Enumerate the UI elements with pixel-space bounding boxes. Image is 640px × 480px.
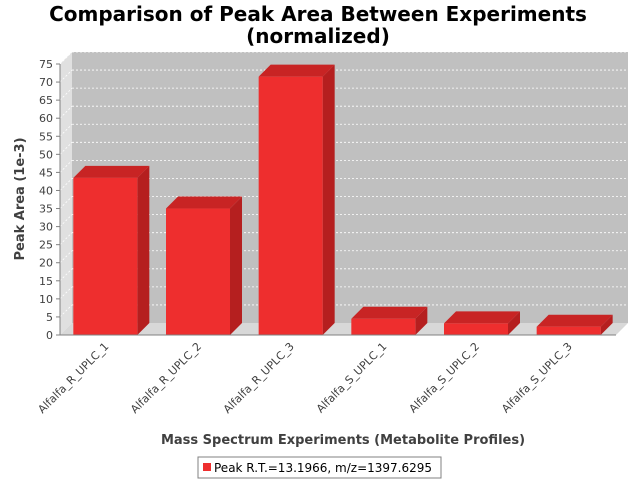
x-tick-label: Alfalfa_R_UPLC_3	[221, 340, 297, 416]
bar-top	[166, 196, 242, 209]
gridline-wall	[59, 123, 73, 137]
gridline-wall	[59, 160, 73, 173]
legend-swatch	[203, 463, 211, 471]
y-tick-label: 30	[39, 221, 53, 234]
legend-box	[197, 456, 442, 479]
bar	[73, 165, 150, 335]
gridline-wall	[59, 142, 73, 155]
plot-back-wall	[72, 52, 628, 323]
chart-title-line-2: (normalized)	[246, 24, 390, 48]
bar	[351, 306, 428, 335]
legend-entry: Peak R.T.=13.1966, m/z=1397.6295	[214, 461, 432, 475]
chart-title-line-1: Comparison of Peak Area Between Experime…	[49, 2, 587, 26]
bar	[258, 64, 335, 335]
gridline-wall	[59, 232, 73, 245]
bar-front	[536, 326, 601, 335]
bar-top	[351, 306, 428, 319]
x-axis-label: Mass Spectrum Experiments (Metabolite Pr…	[161, 433, 525, 448]
y-tick-label: 40	[39, 184, 53, 197]
bar-side	[322, 64, 335, 335]
y-tick-label: 20	[39, 257, 53, 270]
y-tick-label: 60	[39, 112, 53, 125]
y-tick-label: 25	[39, 239, 53, 252]
y-tick-label: 5	[46, 311, 53, 324]
bar-side	[508, 311, 520, 335]
gridline-wall	[59, 250, 73, 264]
x-tick-label: Alfalfa_S_UPLC_2	[407, 340, 483, 416]
gridline-wall	[59, 268, 73, 282]
bars	[73, 64, 613, 335]
bar-side	[415, 306, 428, 335]
y-tick-label: 70	[39, 76, 53, 89]
bar-top	[444, 311, 520, 324]
bar-front	[351, 318, 416, 335]
gridlines	[59, 51, 628, 318]
gridline-wall	[59, 214, 73, 227]
x-tick-label: Alfalfa_S_UPLC_1	[314, 340, 390, 416]
y-tick-label: 10	[39, 293, 53, 306]
bar-front	[258, 76, 323, 335]
gridline-wall	[59, 51, 73, 65]
y-tick-label: 35	[39, 203, 53, 216]
gridline-wall	[59, 178, 73, 191]
gridline-wall	[59, 286, 73, 300]
bar-side	[600, 314, 613, 335]
y-tick-label: 15	[39, 275, 53, 288]
x-tick-label: Alfalfa_S_UPLC_3	[499, 340, 575, 416]
y-tick-label: 0	[46, 329, 53, 342]
y-axis: 0 5 10 15 20 25 30 35 40 45 50 55 60 65 70 75	[39, 58, 61, 342]
bar-front	[73, 177, 138, 335]
y-tick-label: 45	[39, 166, 53, 179]
x-tick-label: Alfalfa_R_UPLC_1	[35, 340, 111, 416]
x-axis: Alfalfa_R_UPLC_1 Alfalfa_R_UPLC_2 Alfalfa_…	[35, 334, 616, 416]
bar	[166, 196, 242, 335]
plot-left-wall	[60, 52, 72, 335]
gridline-wall	[59, 304, 73, 318]
bar-front	[444, 323, 508, 335]
gridline-wall	[59, 105, 73, 119]
bar	[536, 314, 613, 335]
y-tick-label: 50	[39, 148, 53, 161]
y-tick-label: 55	[39, 130, 53, 143]
bar-side	[137, 165, 150, 335]
bar-top	[73, 165, 150, 178]
bar-top	[258, 64, 335, 77]
y-axis-label: Peak Area (1e-3)	[13, 137, 28, 260]
x-tick-label: Alfalfa_R_UPLC_2	[128, 340, 204, 416]
gridline-wall	[59, 87, 73, 101]
legend: Peak R.T.=13.1966, m/z=1397.6295	[197, 456, 442, 479]
y-tick-label: 65	[39, 94, 53, 107]
gridline-wall	[59, 196, 73, 209]
bar-top	[536, 314, 613, 327]
gridline-wall	[59, 69, 73, 83]
y-tick-label: 75	[39, 58, 53, 71]
bar-front	[166, 208, 230, 335]
bar	[444, 311, 520, 335]
bar-side	[230, 196, 242, 335]
